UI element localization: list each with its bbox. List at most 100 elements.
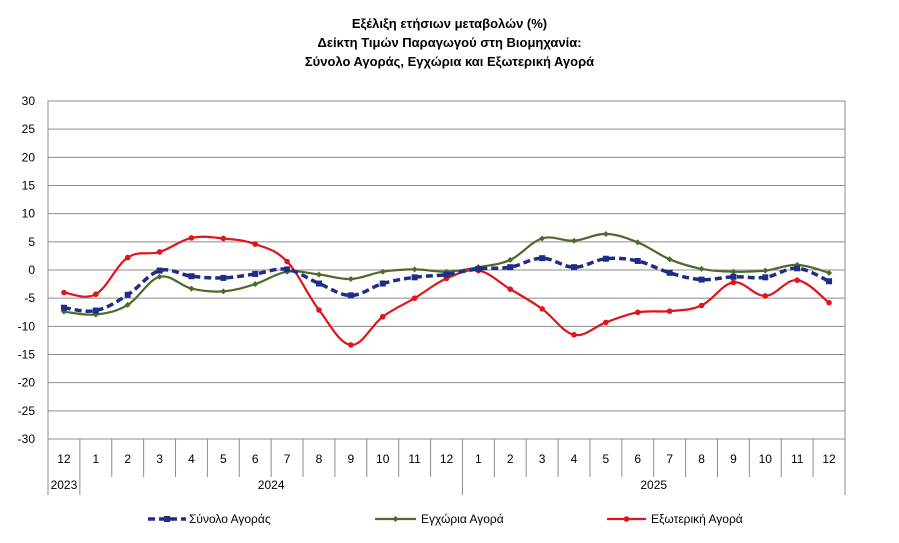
data-point	[156, 273, 163, 280]
x-tick-label: 7	[666, 452, 673, 466]
year-group-label: 2024	[258, 478, 285, 492]
data-point	[411, 295, 418, 301]
data-point	[794, 277, 800, 283]
legend: Σύνολο Αγοράς Εγχώρια Αγορά Εξωτερική Αγορ…	[148, 512, 743, 526]
data-point	[220, 288, 227, 295]
series-line	[63, 256, 830, 313]
data-point	[539, 235, 546, 242]
data-point	[347, 276, 354, 283]
y-tick-label: 15	[22, 179, 36, 193]
y-tick-label: -30	[18, 432, 36, 446]
x-tick-label: 12	[57, 452, 71, 466]
legend-label: Εξωτερική Αγορά	[651, 512, 743, 526]
x-tick-label: 3	[539, 452, 546, 466]
year-group-label: 2025	[640, 478, 667, 492]
plot-area-border	[47, 100, 846, 440]
data-point	[411, 266, 418, 273]
data-point	[698, 276, 705, 283]
data-point	[698, 265, 705, 272]
x-tick-label: 5	[220, 452, 227, 466]
data-point	[475, 265, 482, 272]
x-tick-label: 4	[571, 452, 578, 466]
data-point	[603, 319, 609, 326]
x-tick-label: 12	[440, 452, 454, 466]
data-point	[730, 268, 737, 275]
series-lines	[60, 230, 833, 348]
data-point	[666, 308, 673, 314]
x-tick-label: 3	[156, 452, 163, 466]
data-point	[507, 256, 514, 263]
y-tick-label: -5	[24, 291, 35, 305]
data-point	[156, 267, 163, 274]
data-point	[284, 258, 290, 265]
data-point	[666, 256, 673, 263]
data-point	[124, 254, 131, 261]
data-point	[826, 269, 833, 276]
data-point	[762, 267, 769, 274]
chart-title-line-1: Εξέλιξη ετήσιων μεταβολών (%)	[351, 16, 548, 31]
data-point	[252, 270, 259, 277]
data-point	[252, 281, 259, 288]
x-tick-label: 1	[475, 452, 482, 466]
data-point	[347, 292, 354, 299]
data-point	[60, 304, 67, 311]
data-point	[92, 307, 99, 314]
x-tick-label: 2	[507, 452, 514, 466]
data-point	[762, 293, 769, 299]
series-2	[61, 235, 832, 348]
data-point	[220, 274, 227, 281]
data-point	[539, 306, 545, 312]
x-tick-label: 10	[759, 452, 773, 466]
data-point	[220, 235, 227, 242]
data-point	[507, 286, 514, 292]
x-tick-label: 6	[634, 452, 641, 466]
data-point	[571, 237, 578, 244]
year-group-label: 2023	[51, 478, 78, 492]
data-point	[379, 313, 386, 320]
x-tick-label: 7	[284, 452, 291, 466]
legend-marker	[164, 516, 170, 522]
data-point	[634, 309, 641, 316]
y-tick-label: 25	[22, 122, 36, 136]
data-point	[443, 271, 450, 278]
data-point	[315, 271, 322, 278]
data-point	[571, 331, 577, 338]
y-tick-label: -10	[18, 319, 36, 333]
legend-marker	[392, 516, 399, 522]
data-point	[124, 301, 131, 308]
data-point	[315, 280, 322, 287]
y-axis: 30 25 20 15 10 5 0 -5 -10 -15 -20 -25 -30	[18, 94, 36, 446]
x-tick-label: 2	[124, 452, 131, 466]
legend-item-0: Σύνολο Αγοράς	[148, 512, 271, 526]
data-point	[316, 307, 322, 313]
data-point	[634, 239, 641, 246]
data-point	[666, 269, 673, 276]
x-tick-label: 1	[92, 452, 99, 466]
x-tick-label: 10	[376, 452, 390, 466]
data-point	[156, 249, 163, 255]
data-point	[188, 235, 195, 241]
data-point	[794, 265, 801, 272]
data-point	[379, 280, 386, 287]
y-tick-label: -25	[18, 404, 36, 418]
data-point	[507, 264, 514, 271]
data-point	[698, 302, 705, 309]
data-point	[411, 274, 418, 281]
legend-item-2: Εξωτερική Αγορά	[607, 512, 743, 526]
y-tick-label: -15	[18, 348, 36, 362]
y-tick-label: 5	[28, 235, 35, 249]
data-point	[602, 255, 609, 262]
data-point	[379, 268, 386, 275]
data-point	[252, 241, 259, 247]
legend-label: Εγχώρια Αγορά	[421, 512, 504, 526]
data-point	[730, 279, 737, 286]
data-point	[571, 264, 578, 271]
x-tick-label: 12	[822, 452, 836, 466]
data-point	[348, 342, 354, 348]
data-point	[188, 285, 195, 292]
x-tick-label: 5	[603, 452, 610, 466]
data-point	[284, 266, 291, 273]
legend-label: Σύνολο Αγοράς	[189, 512, 271, 526]
data-point	[826, 278, 833, 285]
